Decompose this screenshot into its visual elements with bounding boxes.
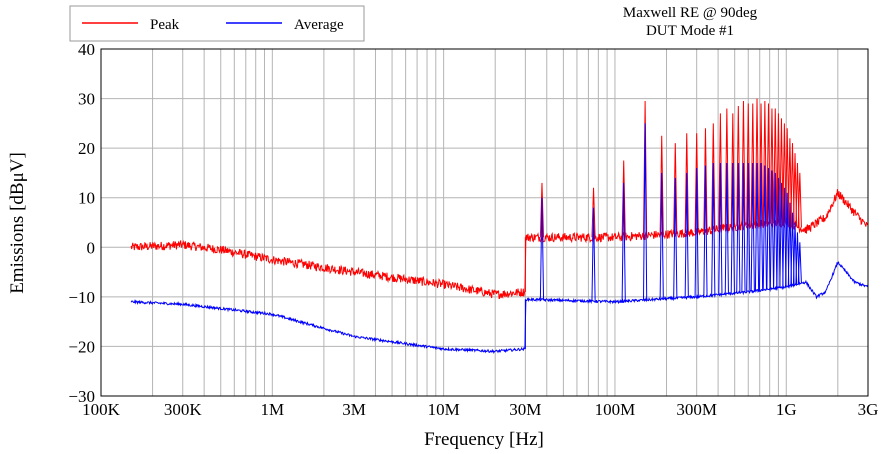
chart-title-line-1: Maxwell RE @ 90deg: [623, 5, 758, 21]
harmonic-spike-average: [724, 163, 729, 294]
harmonic-spike-peak: [787, 138, 792, 224]
harmonic-spike-average: [591, 207, 596, 302]
harmonic-spike-average: [750, 163, 755, 292]
harmonic-spike-peak: [773, 108, 778, 224]
harmonic-spike-peak: [684, 133, 689, 234]
x-tick-label: 1G: [776, 400, 797, 419]
harmonic-spike-peak: [797, 172, 802, 228]
harmonic-spike-average: [539, 197, 545, 300]
harmonic-spike-average: [711, 163, 716, 296]
x-tick-label: 10M: [428, 400, 460, 419]
x-tick-label: 100K: [82, 400, 121, 419]
harmonic-spike-peak: [621, 160, 626, 237]
x-tick-label: 3M: [342, 400, 366, 419]
series-layer: [130, 98, 869, 354]
harmonic-spike-average: [621, 182, 626, 302]
x-tick-label: 100M: [595, 400, 636, 419]
legend: Peak Average: [69, 5, 365, 42]
harmonic-spike-average: [787, 202, 792, 287]
harmonic-spike-peak: [539, 182, 545, 238]
y-tick-label: −30: [68, 387, 95, 406]
harmonic-spike-peak: [703, 128, 708, 232]
harmonic-spike-average: [741, 163, 746, 293]
harmonic-spike-average: [684, 172, 689, 298]
harmonic-spike-peak: [766, 103, 771, 224]
harmonic-spike-average: [694, 167, 699, 297]
x-tick-label: 300M: [676, 400, 717, 419]
harmonic-spike-peak: [711, 123, 716, 231]
y-axis-label: Emissions [dBμV]: [7, 152, 28, 294]
plot-frame: [100, 48, 869, 397]
harmonic-spike-average: [782, 187, 787, 288]
harmonic-spike-peak: [673, 143, 678, 234]
tick-labels: 100K 300K 1M 3M 10M 30M 100M 300M 1G 3G −30 −20 −10 0…: [68, 40, 878, 419]
x-axis-label: Frequency [Hz]: [424, 429, 544, 450]
harmonic-spike-average: [769, 170, 775, 289]
harmonic-spike-peak: [779, 118, 784, 223]
harmonic-spike-peak: [659, 135, 664, 235]
harmonic-spike-peak: [718, 113, 723, 230]
harmonic-spike-peak: [746, 103, 751, 225]
y-tick-label: 40: [78, 40, 95, 59]
harmonic-spike-peak: [762, 101, 767, 224]
y-tick-label: −20: [68, 337, 95, 356]
harmonic-spike-peak: [776, 113, 781, 224]
harmonic-spike-average: [718, 163, 723, 295]
harmonic-spike-average: [643, 123, 648, 300]
harmonic-spike-average: [673, 177, 678, 299]
harmonic-spike-peak: [785, 128, 790, 223]
harmonic-spike-peak: [694, 133, 699, 233]
series-average: [130, 123, 869, 354]
harmonic-spike-average: [776, 177, 781, 288]
harmonic-spike-peak: [758, 103, 764, 225]
harmonic-spike-average: [730, 163, 735, 294]
harmonic-spike-average: [797, 242, 802, 284]
chart-title: Maxwell RE @ 90deg DUT Mode #1: [623, 5, 758, 39]
chart-title-line-2: DUT Mode #1: [646, 23, 734, 39]
series-trace-average: [130, 261, 869, 354]
x-tick-label: 30M: [509, 400, 541, 419]
harmonic-spike-average: [754, 163, 760, 291]
harmonic-spike-average: [785, 192, 790, 287]
harmonic-spike-peak: [736, 106, 741, 227]
legend-peak-label: Peak: [150, 17, 180, 33]
x-tick-label: 1M: [261, 400, 285, 419]
harmonic-spike-peak: [730, 113, 735, 228]
y-tick-label: 0: [87, 238, 96, 257]
harmonic-spike-peak: [769, 108, 775, 224]
harmonic-spike-peak: [750, 103, 755, 225]
harmonic-spike-peak: [741, 101, 746, 226]
harmonic-spike-average: [762, 165, 767, 290]
x-tick-label: 3G: [858, 400, 879, 419]
harmonic-spike-average: [773, 172, 778, 289]
grid: [101, 49, 868, 396]
y-tick-label: 20: [78, 139, 95, 158]
harmonic-spike-peak: [754, 98, 760, 225]
y-tick-label: −10: [68, 288, 95, 307]
harmonic-spike-peak: [782, 123, 787, 223]
harmonic-spike-average: [703, 165, 708, 297]
harmonic-spike-average: [758, 163, 764, 291]
harmonic-spike-average: [746, 163, 751, 292]
harmonic-spike-peak: [724, 108, 729, 229]
harmonic-spike-average: [736, 163, 741, 293]
x-tick-label: 300K: [164, 400, 203, 419]
y-tick-label: 30: [78, 90, 95, 109]
harmonic-spike-average: [779, 182, 784, 288]
legend-average-label: Average: [294, 17, 344, 33]
y-tick-label: 10: [78, 189, 95, 208]
harmonic-spike-peak: [591, 187, 596, 238]
harmonic-spike-average: [766, 167, 771, 290]
harmonic-spike-average: [659, 172, 664, 299]
series-peak: [130, 98, 869, 299]
